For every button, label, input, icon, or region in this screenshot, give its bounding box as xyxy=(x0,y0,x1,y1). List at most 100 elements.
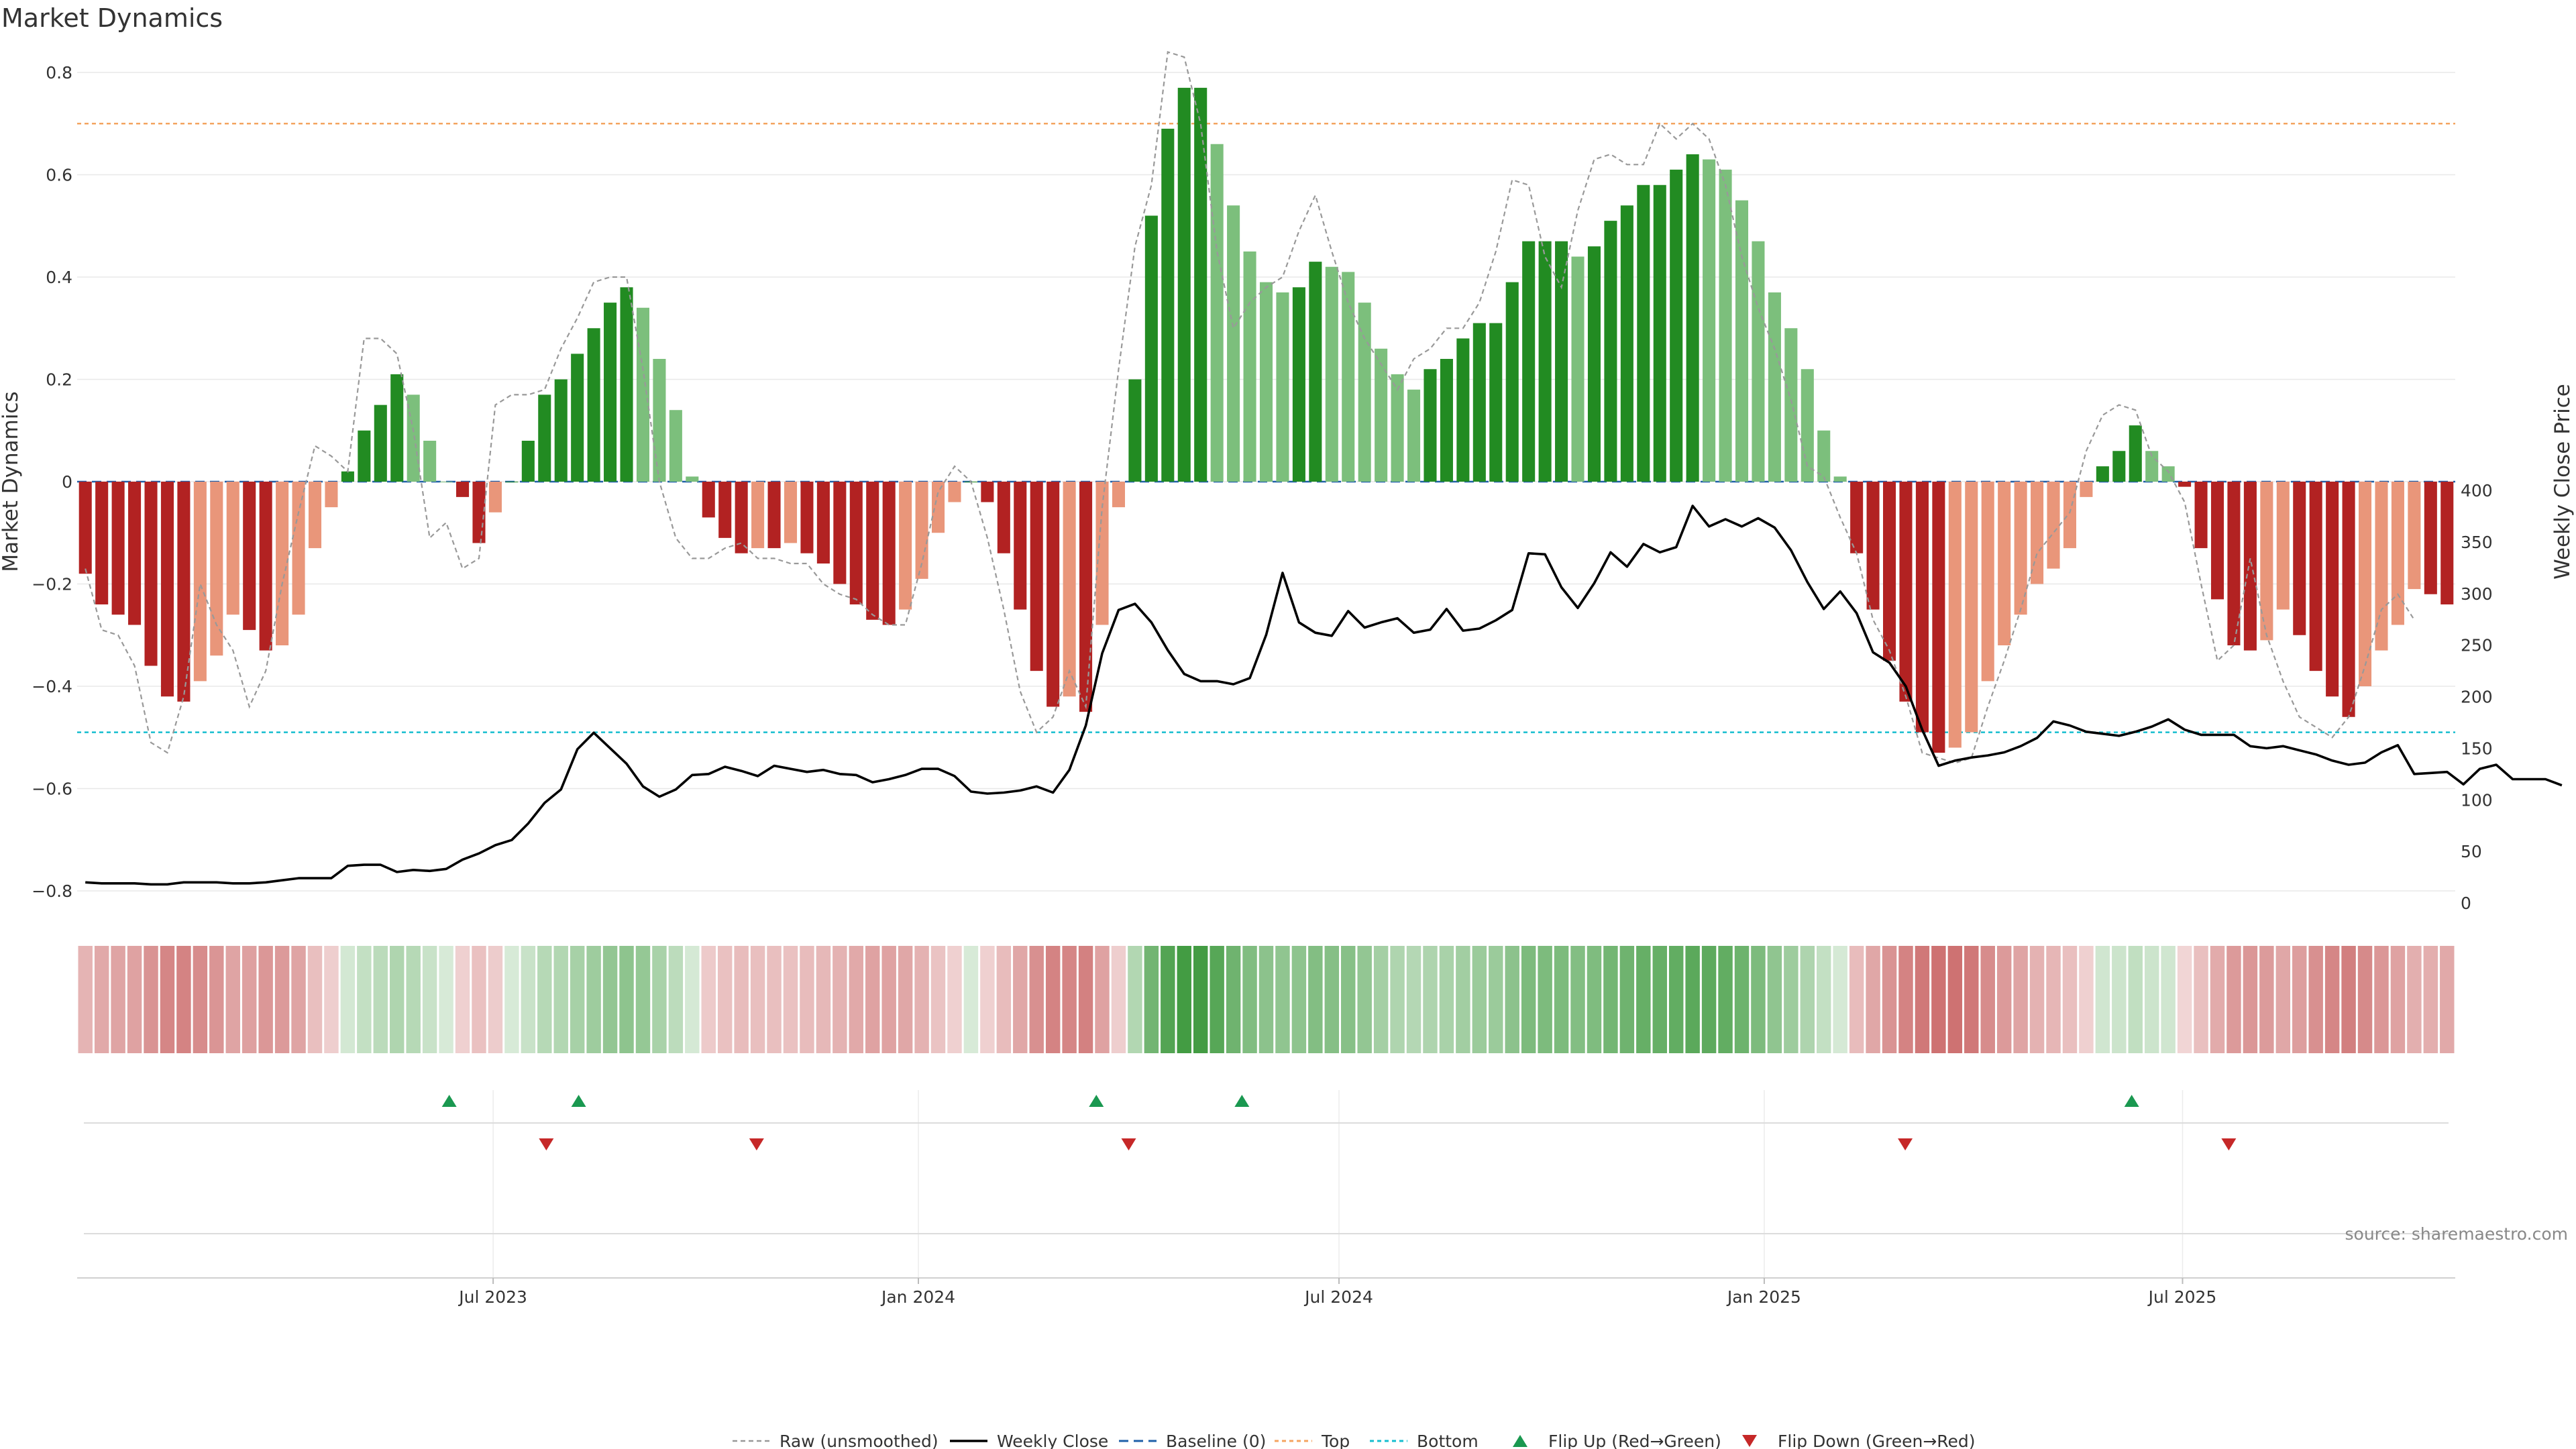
heat-cell xyxy=(1062,946,1077,1053)
flip-up-marker xyxy=(1089,1095,1104,1107)
dynamics-bar xyxy=(1161,128,1175,482)
dynamics-bar xyxy=(1128,379,1142,482)
dynamics-bar xyxy=(128,482,142,625)
heat-cell xyxy=(94,946,109,1053)
heat-cell xyxy=(1357,946,1372,1053)
dynamics-bar xyxy=(390,374,404,482)
dynamics-bar xyxy=(1620,205,1633,482)
dynamics-bar xyxy=(210,482,223,656)
left-tick-label: −0.2 xyxy=(32,575,72,594)
dynamics-bar xyxy=(2063,482,2077,549)
heat-cell xyxy=(1833,946,1847,1053)
heat-cell xyxy=(2324,946,2340,1053)
legend-item: Raw (unsmoothed) xyxy=(733,1432,938,1449)
heat-cell xyxy=(1111,946,1126,1053)
dynamics-bar xyxy=(1375,348,1388,482)
legend-swatch-flip-down xyxy=(1742,1435,1757,1447)
heat-cell xyxy=(1226,946,1241,1053)
heat-cell xyxy=(1866,946,1880,1053)
heat-cell xyxy=(1013,946,1028,1053)
heat-cell xyxy=(767,946,782,1053)
dynamics-bar xyxy=(259,482,272,651)
legend-label: Flip Down (Green→Red) xyxy=(1778,1432,1976,1449)
left-axis-ticks: 0.8 0.6 0.4 0.2 0 −0.2 −0.4 −0.6 −0.8 xyxy=(32,63,72,901)
heat-cell xyxy=(307,946,323,1053)
legend-item: Flip Down (Green→Red) xyxy=(1742,1432,1976,1449)
heat-cell xyxy=(652,946,667,1053)
dynamics-bar xyxy=(2227,482,2241,645)
heat-cell xyxy=(241,946,257,1053)
dynamics-bar xyxy=(669,410,682,482)
heat-cell xyxy=(1324,946,1340,1053)
dynamics-bar xyxy=(1276,292,1289,482)
heat-cell xyxy=(340,946,356,1053)
x-tick-label: Jul 2023 xyxy=(458,1287,527,1307)
dynamics-bar xyxy=(1325,266,1338,482)
heat-cell xyxy=(357,946,372,1053)
dynamics-bar xyxy=(1046,482,1060,707)
x-tick-label: Jan 2024 xyxy=(880,1287,955,1307)
heat-cell xyxy=(2374,946,2389,1053)
heat-cell xyxy=(1685,946,1700,1053)
dynamics-bar xyxy=(325,482,338,508)
heat-cell xyxy=(1029,946,1044,1053)
dynamics-bar xyxy=(1194,87,1208,482)
dynamics-bar xyxy=(1784,328,1798,482)
heat-cell xyxy=(111,946,125,1053)
dynamics-bar xyxy=(1259,282,1273,482)
dynamics-bar xyxy=(735,482,748,553)
dynamics-bar xyxy=(488,482,502,513)
flip-markers xyxy=(77,1095,2455,1279)
heat-cell xyxy=(1472,946,1487,1053)
heat-cell xyxy=(881,946,896,1053)
dynamics-bar xyxy=(1095,482,1109,625)
heat-cell xyxy=(1423,946,1438,1053)
dynamics-bar xyxy=(2375,482,2388,651)
dynamics-bar xyxy=(538,394,551,482)
dynamics-bar xyxy=(1538,241,1552,482)
legend-item: Weekly Close xyxy=(950,1432,1108,1449)
heat-cell xyxy=(225,946,240,1053)
dynamics-bar xyxy=(1965,482,1978,733)
heat-cell xyxy=(78,946,93,1053)
heat-cell xyxy=(914,946,929,1053)
heat-cell xyxy=(2357,946,2373,1053)
dynamics-bar xyxy=(2178,482,2192,487)
dynamics-bar xyxy=(1424,369,1437,482)
heat-cell xyxy=(1784,946,1799,1053)
grid-lines xyxy=(77,72,2455,1278)
right-axis-label: Weekly Close Price xyxy=(2551,384,2575,580)
heat-cell xyxy=(127,946,142,1053)
dynamics-bar xyxy=(1604,221,1617,482)
right-tick-label: 150 xyxy=(2461,739,2493,758)
dynamics-bar xyxy=(1440,359,1453,482)
left-tick-label: 0 xyxy=(62,472,72,492)
dynamics-bar xyxy=(686,476,699,482)
dynamics-bar xyxy=(1144,215,1158,482)
heat-cell xyxy=(1619,946,1635,1053)
dynamics-bar xyxy=(1915,482,1929,733)
heat-cell xyxy=(1161,946,1175,1053)
dynamics-bar xyxy=(226,482,239,615)
legend-label: Baseline (0) xyxy=(1166,1432,1266,1449)
legend-item: Baseline (0) xyxy=(1119,1432,1266,1449)
dynamics-bar xyxy=(604,303,617,482)
heat-cell xyxy=(1308,946,1323,1053)
heat-cell xyxy=(1045,946,1061,1053)
dynamics-bar xyxy=(866,482,879,620)
heat-cell xyxy=(1521,946,1536,1053)
heat-cell xyxy=(570,946,585,1053)
heat-cell xyxy=(635,946,651,1053)
heat-cell xyxy=(2308,946,2323,1053)
dynamics-bar xyxy=(358,430,371,482)
heat-cell xyxy=(2194,946,2208,1053)
dynamics-bar xyxy=(1079,482,1093,712)
heat-cell xyxy=(2177,946,2192,1053)
dynamics-bar xyxy=(521,441,535,482)
dynamics-bar xyxy=(1833,476,1847,482)
heat-cell xyxy=(1177,946,1191,1053)
dynamics-bar xyxy=(2112,451,2126,482)
heat-cell xyxy=(1817,946,1831,1053)
heat-cell xyxy=(1242,946,1257,1053)
